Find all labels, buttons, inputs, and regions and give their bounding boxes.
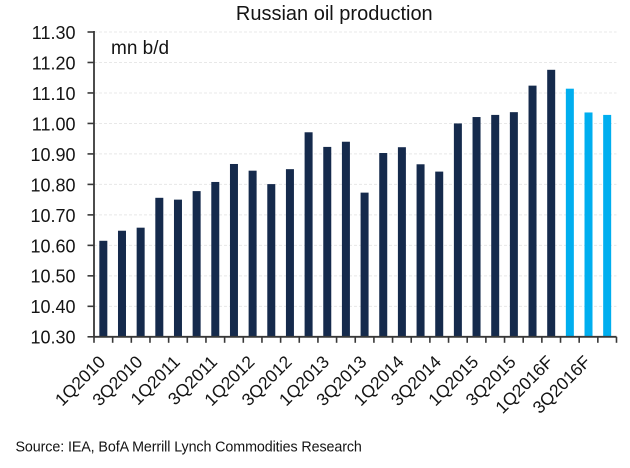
- svg-text:Source: IEA, BofA Merrill Lync: Source: IEA, BofA Merrill Lynch Commodit…: [16, 440, 362, 456]
- svg-text:11.30: 11.30: [32, 23, 76, 43]
- svg-text:10.70: 10.70: [30, 206, 75, 226]
- svg-text:mn b/d: mn b/d: [111, 38, 169, 59]
- svg-text:11.00: 11.00: [32, 114, 76, 134]
- svg-text:10.60: 10.60: [30, 236, 75, 256]
- svg-text:10.40: 10.40: [30, 297, 75, 317]
- svg-text:11.20: 11.20: [32, 53, 76, 73]
- svg-text:10.30: 10.30: [30, 328, 75, 348]
- svg-text:10.80: 10.80: [30, 175, 75, 195]
- svg-text:Russian oil production: Russian oil production: [236, 3, 433, 25]
- svg-text:11.10: 11.10: [32, 84, 76, 104]
- svg-text:10.50: 10.50: [30, 267, 75, 287]
- svg-text:10.90: 10.90: [30, 145, 75, 165]
